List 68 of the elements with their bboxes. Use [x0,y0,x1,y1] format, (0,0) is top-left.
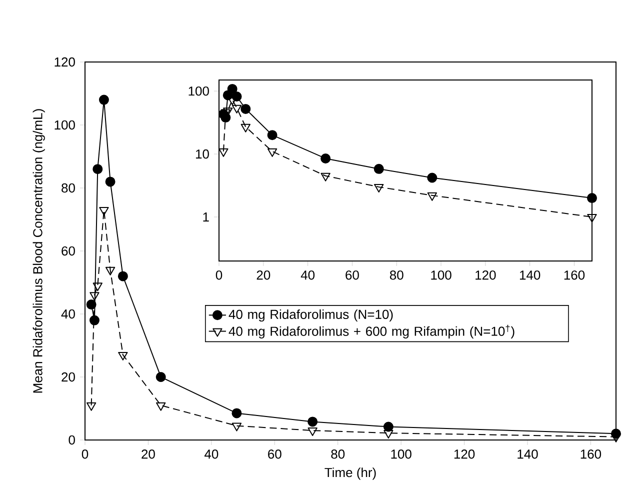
x-tick-label: 120 [454,450,475,459]
x-tick-label: 120 [476,270,496,280]
y-tick-label: 10 [196,149,209,159]
point [92,164,103,174]
point [98,94,109,105]
x-tick-label: 40 [204,450,218,459]
point [156,372,166,382]
point [92,282,102,292]
x-tick-label: 20 [142,450,155,459]
x-tick-label: 80 [331,450,345,459]
x-tick-label: 0 [216,270,222,280]
point [587,214,597,222]
y-tick-label: 100 [54,120,75,130]
point [227,84,238,94]
point [240,104,251,114]
point [86,402,96,411]
x-tick-label: 140 [518,450,538,459]
y-tick-label: 0 [68,435,75,445]
y-tick-label: 120 [54,57,75,67]
point [105,176,116,187]
point [118,352,128,360]
point [240,124,250,132]
point [383,422,394,432]
x-tick-label: 60 [268,450,282,459]
point [308,428,318,436]
x-tick-label: 140 [520,270,540,280]
legend-label: 40 mg Ridaforolimus (N=10) [228,309,393,322]
point [156,402,166,411]
point [89,315,100,326]
point [320,153,331,164]
point [105,266,116,276]
x-tick-label: 20 [256,270,270,280]
x-axis-title: Time (hr) [324,468,376,480]
point [232,104,242,114]
y-tick-label: 1 [203,212,209,222]
point [374,184,384,192]
x-tick-label: 40 [300,270,315,280]
point [427,172,438,183]
point [374,164,384,174]
point [118,271,128,282]
point [218,148,228,157]
x-tick-label: 160 [564,270,585,280]
point [611,434,621,442]
x-tick-label: 100 [431,270,452,280]
point [90,292,100,301]
point [587,193,597,204]
x-tick-label: 60 [346,270,359,280]
point [232,408,242,418]
y-tick-label: 40 [61,309,75,319]
point [308,416,318,427]
point [427,192,437,201]
point [320,172,330,182]
point [86,300,96,310]
point [384,430,394,439]
point [99,207,109,216]
point [267,130,278,140]
x-tick-label: 100 [391,450,412,459]
y-tick-label: 100 [188,86,209,96]
y-tick-label: 60 [62,246,75,256]
y-axis-title: Mean Ridaforolimus Blood Concentration (ng/mL) [32,109,45,393]
x-tick-label: 160 [580,450,602,459]
x-tick-label: 0 [82,450,88,459]
legend-label: 40 mg Ridaforolimus + 600 mg Rifampin (N=10$^{†}$) [228,324,514,338]
point [232,422,242,432]
point [267,148,278,157]
y-tick-label: 20 [62,372,75,382]
x-tick-label: 80 [390,270,404,280]
y-tick-label: 80 [62,183,75,193]
